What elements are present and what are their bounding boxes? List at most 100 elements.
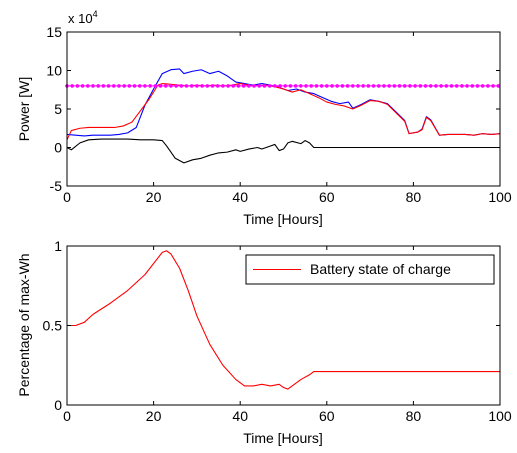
power-plot-area <box>67 32 500 186</box>
series-line <box>66 68 501 137</box>
series-marker <box>267 84 272 88</box>
power-y-axis-label: Power [W] <box>16 77 32 142</box>
series-marker <box>491 84 495 88</box>
series-marker <box>486 84 490 88</box>
series-marker <box>470 84 475 88</box>
series-marker <box>169 84 173 88</box>
series-marker <box>288 84 293 88</box>
series-marker <box>382 84 386 88</box>
series-marker <box>335 84 339 88</box>
series-marker <box>153 84 158 88</box>
x-tick-label: 60 <box>319 408 335 424</box>
battery-ticks-group: 0 20 40 60 80 100 0 0.5 1 <box>43 238 512 424</box>
y-tick-label: 1 <box>54 238 62 254</box>
series-marker <box>423 84 428 88</box>
series-marker <box>325 84 329 88</box>
series-marker <box>371 84 376 88</box>
x-tick-label: 100 <box>488 189 512 205</box>
series-marker <box>465 84 469 88</box>
y-tick-label: 15 <box>46 24 62 40</box>
series-marker <box>117 84 121 88</box>
series-marker <box>174 84 178 88</box>
series-marker <box>96 84 100 88</box>
x-tick-label: 80 <box>406 408 422 424</box>
series-marker <box>205 84 210 88</box>
series-marker <box>283 84 288 88</box>
series-marker <box>418 84 423 88</box>
series-marker <box>356 84 360 88</box>
power-x-axis-label: Time [Hours] <box>243 211 323 227</box>
series-marker <box>413 84 417 88</box>
series-marker <box>137 84 142 88</box>
series-marker <box>247 84 251 88</box>
series-marker <box>215 84 220 88</box>
series-marker <box>460 84 464 88</box>
battery-x-axis-label: Time [Hours] <box>243 430 323 446</box>
series-marker <box>387 84 391 88</box>
series-marker <box>309 84 314 88</box>
x-tick-label: 40 <box>232 408 248 424</box>
series-marker <box>210 84 215 88</box>
battery-series-group <box>67 250 500 390</box>
series-marker <box>122 84 126 88</box>
x-tick-label: 40 <box>232 189 248 205</box>
series-marker <box>454 84 459 88</box>
series-marker <box>340 84 345 88</box>
y-tick-label: 0.5 <box>43 318 63 334</box>
series-marker <box>278 84 282 88</box>
series-marker <box>179 84 184 88</box>
series-marker <box>127 84 132 88</box>
series-marker <box>345 84 350 88</box>
legend-label: Battery state of charge <box>310 261 451 277</box>
battery-plot: 0 20 40 60 80 100 0 0.5 1 Time [Hours] Percentag… <box>16 238 512 446</box>
y-tick-label: -5 <box>50 178 63 194</box>
series-marker <box>184 84 189 88</box>
series-marker <box>70 84 74 88</box>
series-marker <box>257 84 262 88</box>
power-exponent-label: x 104 <box>68 9 98 26</box>
series-line <box>66 138 500 164</box>
x-tick-label: 80 <box>406 189 422 205</box>
series-marker <box>163 84 168 88</box>
y-tick-label: 0 <box>54 140 62 156</box>
series-marker <box>428 84 433 88</box>
series-marker <box>143 84 147 88</box>
series-marker <box>262 84 267 88</box>
series-marker <box>132 84 137 88</box>
y-tick-label: 5 <box>54 101 62 117</box>
x-tick-label: 20 <box>146 189 162 205</box>
power-series-group <box>65 68 501 164</box>
series-marker <box>106 84 111 88</box>
series-marker <box>444 84 449 88</box>
x-tick-label: 60 <box>319 189 335 205</box>
series-marker <box>439 84 443 88</box>
series-marker <box>392 84 397 88</box>
series-marker <box>80 84 85 88</box>
series-marker <box>158 84 163 88</box>
series-marker <box>111 84 116 88</box>
y-tick-label: 10 <box>46 63 62 79</box>
series-marker <box>85 84 90 88</box>
x-tick-label: 100 <box>488 408 512 424</box>
series-marker <box>376 84 381 88</box>
series-marker <box>299 84 303 88</box>
series-marker <box>496 84 501 88</box>
x-tick-label: 20 <box>146 408 162 424</box>
series-marker <box>241 84 246 88</box>
series-marker <box>319 84 324 88</box>
series-marker <box>350 84 355 88</box>
x-tick-label: 0 <box>63 408 71 424</box>
series-marker <box>195 84 199 88</box>
series-marker <box>361 84 365 88</box>
series-marker <box>189 84 194 88</box>
series-marker <box>231 84 236 88</box>
series-marker <box>480 84 485 88</box>
series-line <box>67 250 500 390</box>
series-marker <box>236 84 241 88</box>
series-marker <box>273 84 277 88</box>
series-marker <box>397 84 402 88</box>
series-marker <box>91 84 95 88</box>
